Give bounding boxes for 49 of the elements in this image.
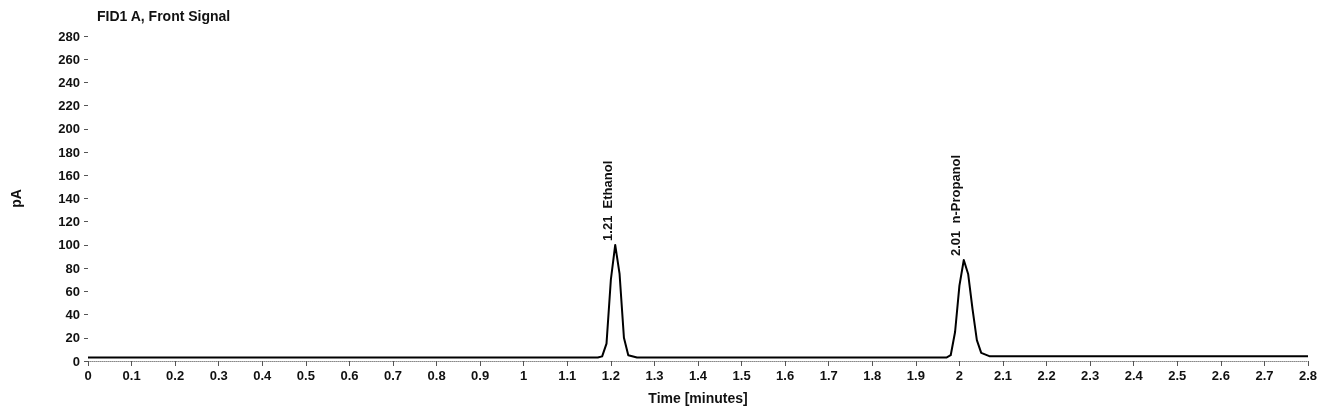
y-tick-label: 140 — [58, 191, 80, 206]
y-tick-label: 260 — [58, 51, 80, 67]
x-tick-label: 2.8 — [1298, 368, 1318, 383]
x-tick-label: 0 — [84, 368, 92, 383]
x-tick-label: 1 — [520, 368, 528, 383]
y-tick-label: 60 — [65, 283, 80, 299]
x-axis-title: Time [minutes] — [648, 390, 748, 406]
x-tick-label: 1.4 — [688, 368, 708, 383]
chart-title: FID1 A, Front Signal — [97, 8, 231, 24]
x-tick-label: 0.6 — [340, 368, 359, 383]
x-tick-label: 2.4 — [1124, 368, 1144, 383]
x-tick-label: 0.7 — [383, 368, 403, 383]
x-tick-label: 0.1 — [122, 368, 141, 383]
x-tick-label: 1.6 — [776, 368, 795, 383]
x-tick-label: 1.1 — [558, 368, 577, 383]
y-tick-label: 220 — [58, 98, 80, 114]
x-tick-label: 1.2 — [601, 368, 620, 383]
y-tick-label: 100 — [58, 237, 80, 253]
x-tick-label: 2.6 — [1211, 368, 1230, 383]
y-tick-label: 200 — [58, 121, 80, 137]
y-tick-label: 40 — [65, 307, 80, 323]
x-tick-label: 0.9 — [471, 368, 490, 383]
y-tick-label: 240 — [58, 74, 80, 90]
x-tick-label: 2.1 — [993, 368, 1013, 383]
y-tick-label: 80 — [65, 260, 80, 276]
x-tick-label: 1.3 — [645, 368, 664, 383]
x-tick-label: 2.2 — [1037, 368, 1056, 383]
x-tick-label: 0.2 — [166, 368, 185, 383]
x-tick-label: 1.8 — [863, 368, 882, 383]
y-tick-label: 0 — [72, 353, 80, 369]
x-tick-label: 0.4 — [253, 368, 273, 383]
y-axis-title: pA — [8, 189, 24, 208]
x-tick-label: 0.5 — [296, 368, 315, 383]
y-tick-label: 20 — [65, 330, 80, 346]
annotation: 2.01 n-Propanol — [948, 154, 964, 257]
x-tick-label: 1.7 — [819, 368, 838, 383]
x-tick-label: 0.8 — [427, 368, 446, 383]
x-tick-label: 2.7 — [1255, 368, 1274, 383]
x-tick-label: 0.3 — [209, 368, 228, 383]
x-tick-label: 1.9 — [906, 368, 925, 383]
x-tick-label: 1.5 — [732, 368, 751, 383]
annotation: 1.21 Ethanol — [599, 160, 615, 241]
x-tick-label: 2 — [955, 368, 964, 383]
x-tick-label: 2.5 — [1168, 368, 1187, 383]
y-tick-label: 120 — [58, 214, 80, 230]
x-tick-label: 2.3 — [1081, 368, 1100, 383]
y-tick-label: 160 — [58, 167, 80, 183]
y-tick-label: 180 — [58, 144, 80, 160]
y-tick-label: 280 — [58, 28, 80, 44]
